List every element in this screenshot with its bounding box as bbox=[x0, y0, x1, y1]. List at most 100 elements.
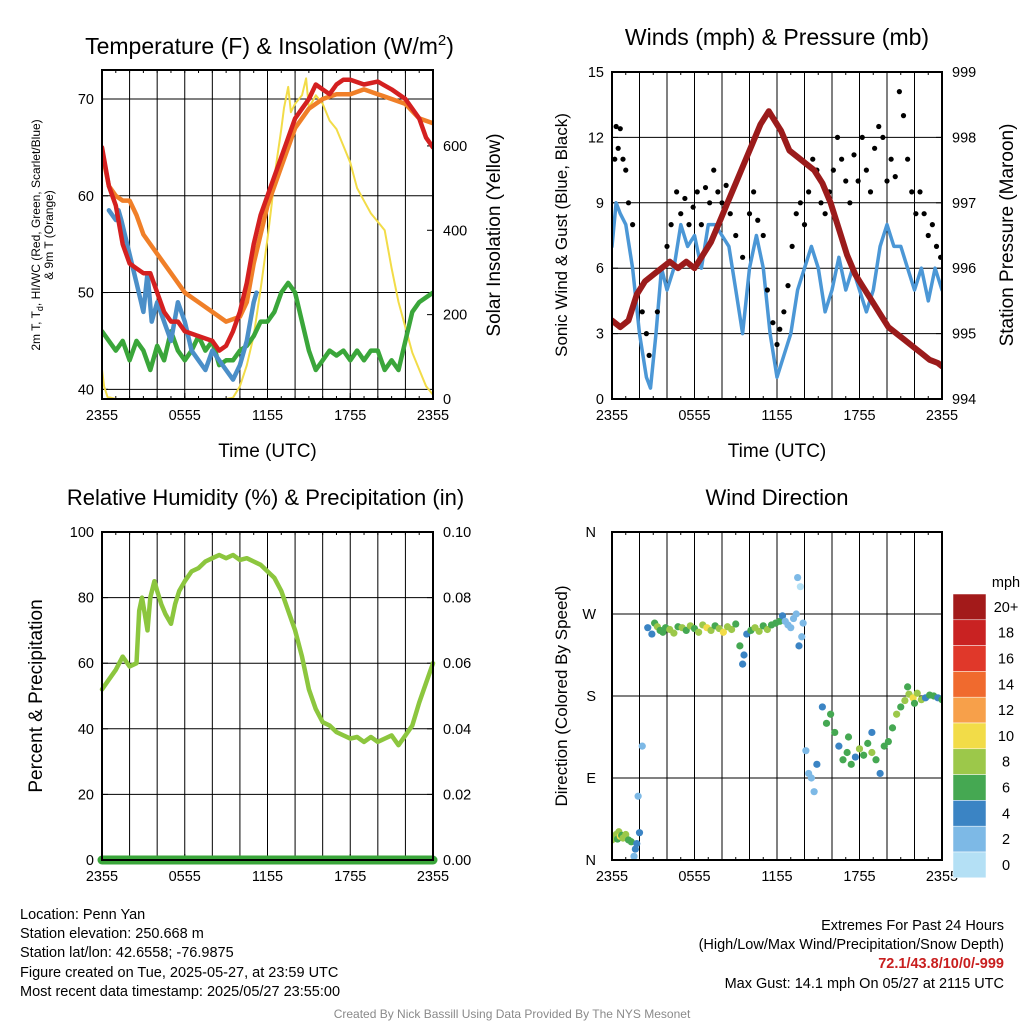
direction-point bbox=[638, 742, 646, 750]
direction-point bbox=[776, 617, 784, 625]
gust-point bbox=[654, 309, 660, 315]
direction-point bbox=[893, 710, 901, 718]
y2-tick-label: 0.06 bbox=[443, 656, 471, 672]
x-tick-label: 2355 bbox=[417, 408, 449, 424]
gust-point bbox=[929, 222, 935, 228]
elevation-text: Station elevation: 250.668 m bbox=[20, 926, 204, 943]
plot-border bbox=[611, 531, 943, 861]
gust-point bbox=[639, 309, 645, 315]
gust-point bbox=[925, 232, 931, 239]
direction-point bbox=[739, 660, 747, 668]
direction-point bbox=[802, 747, 810, 755]
y-tick-label: 0 bbox=[596, 392, 604, 408]
gust-point bbox=[643, 331, 649, 337]
colorbar-label: 16 bbox=[998, 652, 1014, 668]
colorbar-swatch bbox=[952, 800, 987, 827]
x-tick-label: 1755 bbox=[843, 869, 875, 885]
gust-point bbox=[668, 222, 674, 228]
gust-point bbox=[847, 200, 853, 206]
x-tick-label: 1155 bbox=[761, 408, 792, 424]
y-tick-label: 12 bbox=[588, 130, 604, 146]
y-tick-label: 80 bbox=[78, 591, 94, 607]
x-tick-label: 2355 bbox=[417, 869, 449, 885]
colorbar-title: mph bbox=[992, 575, 1020, 591]
direction-point bbox=[732, 620, 740, 628]
colorbar-label: 4 bbox=[1002, 806, 1010, 822]
y2-tick-label: 0.00 bbox=[443, 853, 471, 869]
y2-tick-label: 994 bbox=[952, 392, 976, 408]
direction-point bbox=[633, 840, 641, 848]
direction-point bbox=[843, 748, 851, 757]
gust-point bbox=[777, 326, 783, 332]
gust-point bbox=[896, 89, 902, 95]
direction-point bbox=[648, 630, 656, 638]
x-tick-label: 0555 bbox=[678, 408, 710, 424]
direction-point bbox=[868, 748, 876, 757]
y-axis-label: 2m T, Td, HI/WC (Red, Green, Scarlet/Blu… bbox=[29, 119, 56, 350]
gust-point bbox=[620, 156, 626, 162]
gust-point bbox=[834, 134, 841, 140]
gust-point bbox=[727, 211, 733, 217]
gust-point bbox=[664, 243, 670, 249]
colorbar-swatch bbox=[952, 671, 987, 698]
direction-point bbox=[763, 625, 771, 634]
y-tick-label: 3 bbox=[596, 327, 604, 343]
y-tick-label: N bbox=[586, 853, 596, 869]
gust-point bbox=[909, 189, 915, 195]
gust-point bbox=[859, 134, 865, 140]
gust-point bbox=[781, 309, 787, 315]
station-info: Location: Penn Yan Station elevation: 25… bbox=[20, 906, 340, 1002]
direction-point bbox=[813, 760, 821, 768]
gust-point bbox=[810, 156, 816, 162]
y2-tick-label: 0.04 bbox=[443, 722, 471, 738]
y-tick-label: 40 bbox=[78, 722, 94, 738]
gust-point bbox=[818, 200, 824, 206]
gust-point bbox=[770, 320, 776, 326]
gust-point bbox=[785, 283, 791, 289]
y2-tick-label: 0 bbox=[443, 392, 451, 408]
y-axis-label: Sonic Wind & Gust (Blue, Black) bbox=[552, 113, 571, 357]
y-tick-label: 9 bbox=[596, 196, 604, 212]
direction-point bbox=[839, 756, 847, 764]
gust-point bbox=[872, 145, 878, 151]
x-tick-label: 2355 bbox=[596, 408, 628, 424]
y-tick-label: 0 bbox=[86, 853, 94, 869]
gust-point bbox=[702, 184, 709, 191]
x-tick-label: 1755 bbox=[334, 869, 366, 885]
colorbar-label: 6 bbox=[1002, 781, 1010, 797]
gust-point bbox=[698, 222, 704, 228]
direction-point bbox=[740, 651, 748, 659]
direction-point bbox=[631, 845, 639, 853]
chart-title: Temperature (F) & Insolation (W/m2) bbox=[85, 32, 454, 59]
direction-point bbox=[913, 689, 921, 697]
gust-point bbox=[880, 134, 886, 140]
series-line-solar-insolation bbox=[102, 77, 433, 399]
gust-point bbox=[806, 189, 812, 195]
y-tick-label: 70 bbox=[78, 92, 94, 108]
direction-point bbox=[904, 683, 912, 691]
gust-point bbox=[933, 243, 940, 249]
gust-point bbox=[686, 222, 692, 228]
x-tick-label: 1755 bbox=[334, 408, 366, 424]
series-line-hi-wc bbox=[106, 208, 259, 382]
colorbar-label: 0 bbox=[1002, 858, 1010, 874]
direction-point bbox=[864, 739, 872, 747]
direction-point bbox=[630, 852, 638, 860]
direction-point bbox=[847, 760, 855, 768]
series-group bbox=[102, 77, 433, 399]
direction-point bbox=[851, 753, 859, 761]
gust-point bbox=[733, 232, 739, 239]
extremes-title: Extremes For Past 24 Hours bbox=[821, 918, 1004, 934]
plot-border bbox=[101, 531, 434, 861]
recent-timestamp-text: Most recent data timestamp: 2025/05/27 2… bbox=[20, 983, 341, 1000]
direction-point bbox=[778, 612, 787, 620]
gust-point bbox=[863, 167, 869, 173]
gust-point bbox=[715, 189, 721, 195]
y2-tick-label: 0.02 bbox=[443, 787, 471, 803]
gust-point bbox=[646, 352, 652, 358]
x-tick-label: 0555 bbox=[169, 869, 201, 885]
colorbar-swatch bbox=[952, 593, 987, 621]
gust-point bbox=[822, 211, 828, 217]
gust-point bbox=[867, 189, 874, 195]
